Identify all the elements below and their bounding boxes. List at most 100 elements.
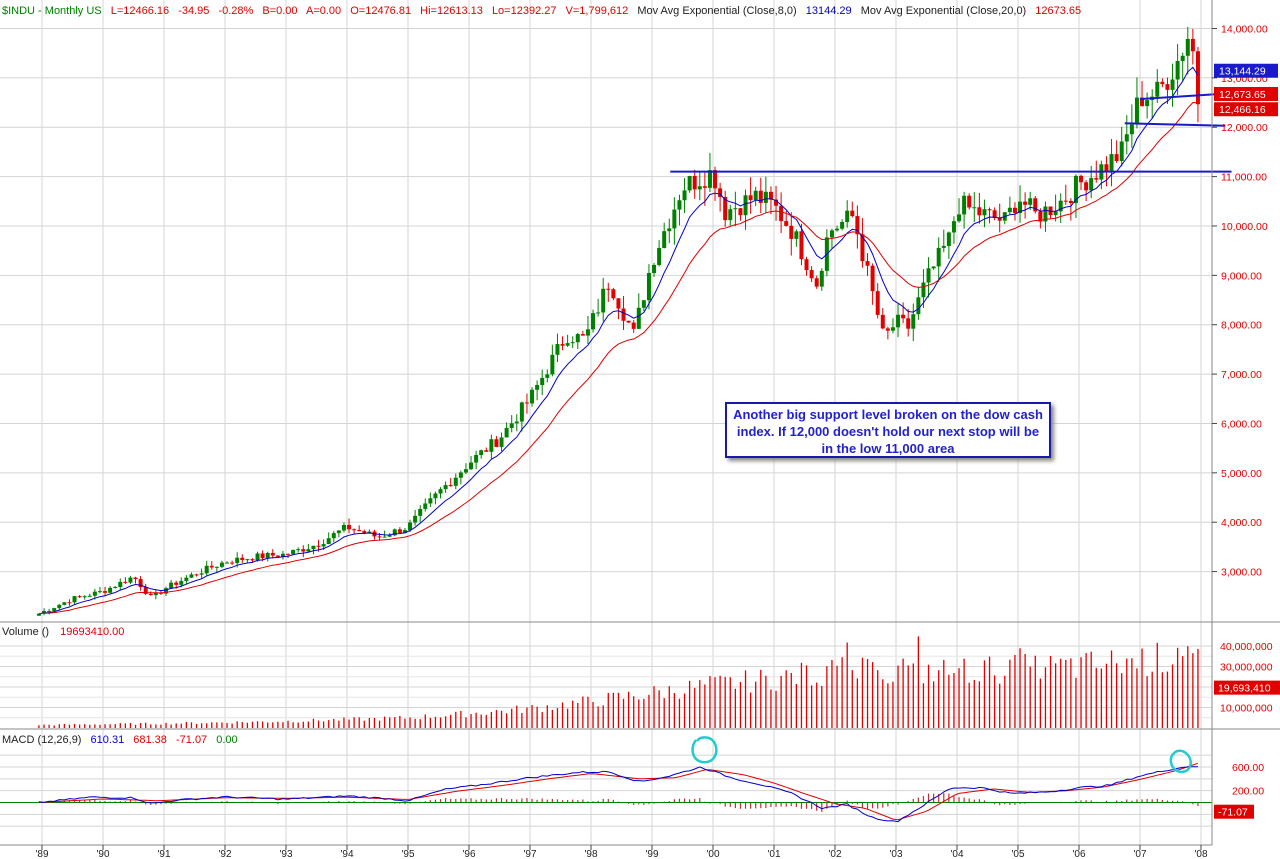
candle-body bbox=[133, 577, 138, 580]
candle-body bbox=[545, 374, 550, 378]
candle-body bbox=[138, 579, 143, 588]
candle-body bbox=[535, 384, 540, 390]
price-tag-bg bbox=[1214, 86, 1278, 101]
candle-body bbox=[667, 228, 672, 232]
price-tick-label: 9,000.00 bbox=[1221, 270, 1262, 282]
candle-body bbox=[560, 344, 565, 346]
candle-body bbox=[1094, 178, 1099, 180]
candle-body bbox=[128, 577, 133, 583]
candle-body bbox=[341, 524, 346, 531]
candle-body bbox=[524, 402, 529, 404]
candle-body bbox=[748, 195, 753, 200]
candle-body bbox=[733, 208, 738, 210]
candle-body bbox=[225, 562, 230, 564]
candle-body bbox=[123, 581, 128, 583]
open-price: O=12476.81 bbox=[350, 5, 411, 17]
ma8-value: 13144.29 bbox=[806, 5, 852, 17]
annotation-text: Another big support level broken on the … bbox=[733, 407, 1043, 456]
candle-body bbox=[504, 427, 509, 438]
candle-body bbox=[280, 553, 285, 557]
net-change: -34.95 bbox=[178, 5, 209, 17]
candle-body bbox=[301, 549, 306, 552]
candle-body bbox=[321, 544, 326, 547]
candle-body bbox=[402, 530, 407, 533]
candle-body bbox=[514, 421, 519, 424]
candle-body bbox=[530, 389, 535, 404]
high-price: Hi=12613.13 bbox=[420, 5, 483, 17]
volume-tick-label: 10,000,000 bbox=[1220, 703, 1273, 715]
volume-tick-label: 30,000,000 bbox=[1220, 662, 1273, 674]
candle-body bbox=[692, 176, 697, 190]
candle-body bbox=[1089, 178, 1094, 191]
candle-body bbox=[1175, 61, 1180, 80]
candle-body bbox=[774, 199, 779, 206]
candle-body bbox=[946, 232, 951, 246]
candle-body bbox=[1084, 182, 1089, 191]
candle-body bbox=[143, 587, 148, 594]
candle-body bbox=[42, 610, 47, 614]
candle-body bbox=[1063, 200, 1068, 202]
candle-body bbox=[1195, 51, 1200, 105]
volume-tag-label: 19,693,410 bbox=[1218, 683, 1271, 695]
candle-body bbox=[494, 439, 499, 447]
volume-panel-value: 19693410.00 bbox=[60, 626, 124, 638]
candle-body bbox=[621, 308, 626, 321]
candle-body bbox=[214, 566, 219, 568]
candle-body bbox=[57, 604, 62, 609]
candle-body bbox=[77, 596, 82, 598]
candle-body bbox=[763, 191, 768, 203]
candle-body bbox=[265, 552, 270, 559]
volume-tag-bg bbox=[1214, 680, 1280, 695]
candle-body bbox=[860, 234, 865, 262]
candle-body bbox=[677, 200, 682, 210]
candle-body bbox=[428, 498, 433, 504]
candle-body bbox=[194, 574, 199, 576]
candle-body bbox=[148, 593, 153, 596]
candle-body bbox=[103, 591, 108, 593]
candle-body bbox=[413, 515, 418, 523]
candle-body bbox=[596, 312, 601, 314]
candle-body bbox=[962, 195, 967, 215]
candle-body bbox=[809, 270, 814, 279]
candle-body bbox=[179, 580, 184, 585]
candle-body bbox=[865, 261, 870, 266]
candle-body bbox=[36, 613, 41, 616]
candle-body bbox=[941, 245, 946, 248]
candle-body bbox=[377, 536, 382, 538]
candle-body bbox=[707, 170, 712, 188]
candle-body bbox=[753, 190, 758, 200]
candle-body bbox=[697, 186, 702, 190]
candle-body bbox=[829, 230, 834, 238]
x-tick-label: '95 bbox=[401, 849, 414, 859]
candle-body bbox=[585, 329, 590, 336]
candle-body bbox=[738, 208, 743, 216]
candle-body bbox=[1012, 207, 1017, 213]
candle-body bbox=[768, 191, 773, 200]
candle-body bbox=[1079, 175, 1084, 183]
candle-body bbox=[260, 553, 265, 559]
price-tick-label: 8,000.00 bbox=[1221, 320, 1262, 332]
candle-body bbox=[1124, 134, 1129, 142]
macd-tag-label: -71.07 bbox=[1218, 807, 1248, 819]
x-tick-label: '94 bbox=[340, 849, 353, 859]
candle-body bbox=[316, 545, 321, 547]
candle-body bbox=[951, 221, 956, 233]
candle-body bbox=[804, 259, 809, 271]
candle-body bbox=[580, 334, 585, 336]
x-tick-label: '96 bbox=[462, 849, 475, 859]
volume-panel-label: Volume () bbox=[2, 626, 49, 638]
trendlines bbox=[670, 92, 1232, 173]
candle-body bbox=[189, 574, 194, 578]
candle-body bbox=[392, 529, 397, 536]
candle-body bbox=[799, 231, 804, 260]
candle-body bbox=[235, 557, 240, 564]
volume-tick-label: 40,000,000 bbox=[1220, 641, 1273, 653]
candle-body bbox=[362, 531, 367, 534]
candle-body bbox=[484, 450, 489, 452]
price-tick-label: 10,000.00 bbox=[1221, 221, 1268, 233]
candle-body bbox=[1043, 206, 1048, 222]
candle-body bbox=[646, 273, 651, 301]
svg-text:Volume () 19693410.00: Volume () 19693410.00 bbox=[2, 626, 124, 638]
